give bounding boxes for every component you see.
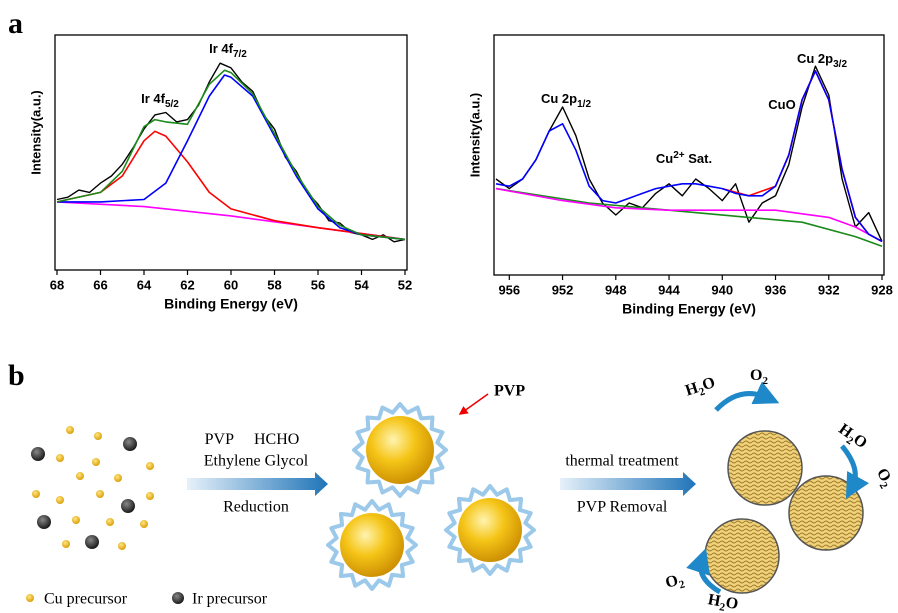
x-tick-label: 952 xyxy=(552,282,574,297)
x-tick-label: 60 xyxy=(224,277,238,292)
legend-label: Ir precursor xyxy=(192,591,268,608)
formula: O xyxy=(750,367,762,384)
x-tick-label: 68 xyxy=(50,277,64,292)
annotation-superscript: 2+ xyxy=(673,150,685,161)
annotation-subscript: 1/2 xyxy=(577,99,591,110)
legend-label: Cu precursor xyxy=(44,591,128,608)
annotation-text: Cu xyxy=(656,151,673,166)
figure: a b 68 66 64 62 60 58 56 54 52 Binding Energy (eV… xyxy=(0,0,898,613)
peak-annotation: CuO xyxy=(768,97,795,112)
gold-core xyxy=(366,416,434,484)
annotation-subscript: 7/2 xyxy=(233,49,247,60)
panel-label: a xyxy=(8,7,23,40)
x-tick-label: 64 xyxy=(137,277,152,292)
x-tick-label: 52 xyxy=(398,277,412,292)
annotation-text: CuO xyxy=(768,97,795,112)
x-tick-label: 940 xyxy=(711,282,733,297)
x-tick-label: 54 xyxy=(354,277,369,292)
legend-swatch xyxy=(26,594,34,602)
annotation-text: Cu 2p xyxy=(797,51,833,66)
gold-core xyxy=(340,513,404,577)
x-tick-label: 66 xyxy=(93,277,107,292)
y-axis-title: Intensity(a.u.) xyxy=(467,93,482,178)
x-tick-label: 936 xyxy=(765,282,787,297)
x-tick-label: 56 xyxy=(311,277,325,292)
nanoparticle xyxy=(728,431,802,505)
peak-annotation: Cu2+ Sat. xyxy=(656,150,712,167)
annotation-text: Ir 4f xyxy=(141,91,166,106)
annotation-text: Sat. xyxy=(685,151,712,166)
annotation-subscript: 5/2 xyxy=(165,99,179,110)
x-tick-label: 944 xyxy=(658,282,680,297)
y-axis-title: Intensity(a.u.) xyxy=(28,90,43,175)
reagent: PVP xyxy=(205,431,234,448)
x-axis-title: Binding Energy (eV) xyxy=(622,301,756,317)
subscript: 2 xyxy=(762,375,768,387)
solvent: Ethylene Glycol xyxy=(204,453,309,470)
annotation-text: Cu 2p xyxy=(541,91,577,106)
reagent: HCHO xyxy=(254,431,299,448)
x-tick-label: 58 xyxy=(267,277,281,292)
gold-core xyxy=(458,498,522,562)
x-tick-label: 932 xyxy=(818,282,840,297)
x-tick-label: 928 xyxy=(871,282,893,297)
x-axis-title: Binding Energy (eV) xyxy=(164,296,298,312)
annotation-text: Ir 4f xyxy=(209,41,234,56)
annotation-subscript: 3/2 xyxy=(833,59,847,70)
nanoparticle xyxy=(705,519,779,593)
x-tick-label: 956 xyxy=(498,282,520,297)
x-tick-label: 948 xyxy=(605,282,627,297)
pvp-label: PVP xyxy=(494,383,525,400)
step-label: PVP Removal xyxy=(577,499,668,516)
legend-swatch xyxy=(172,592,184,604)
x-tick-label: 62 xyxy=(180,277,194,292)
step-label: Reduction xyxy=(223,499,289,516)
background xyxy=(0,0,898,613)
panel-label: b xyxy=(8,359,25,392)
step-label: thermal treatment xyxy=(565,453,679,470)
